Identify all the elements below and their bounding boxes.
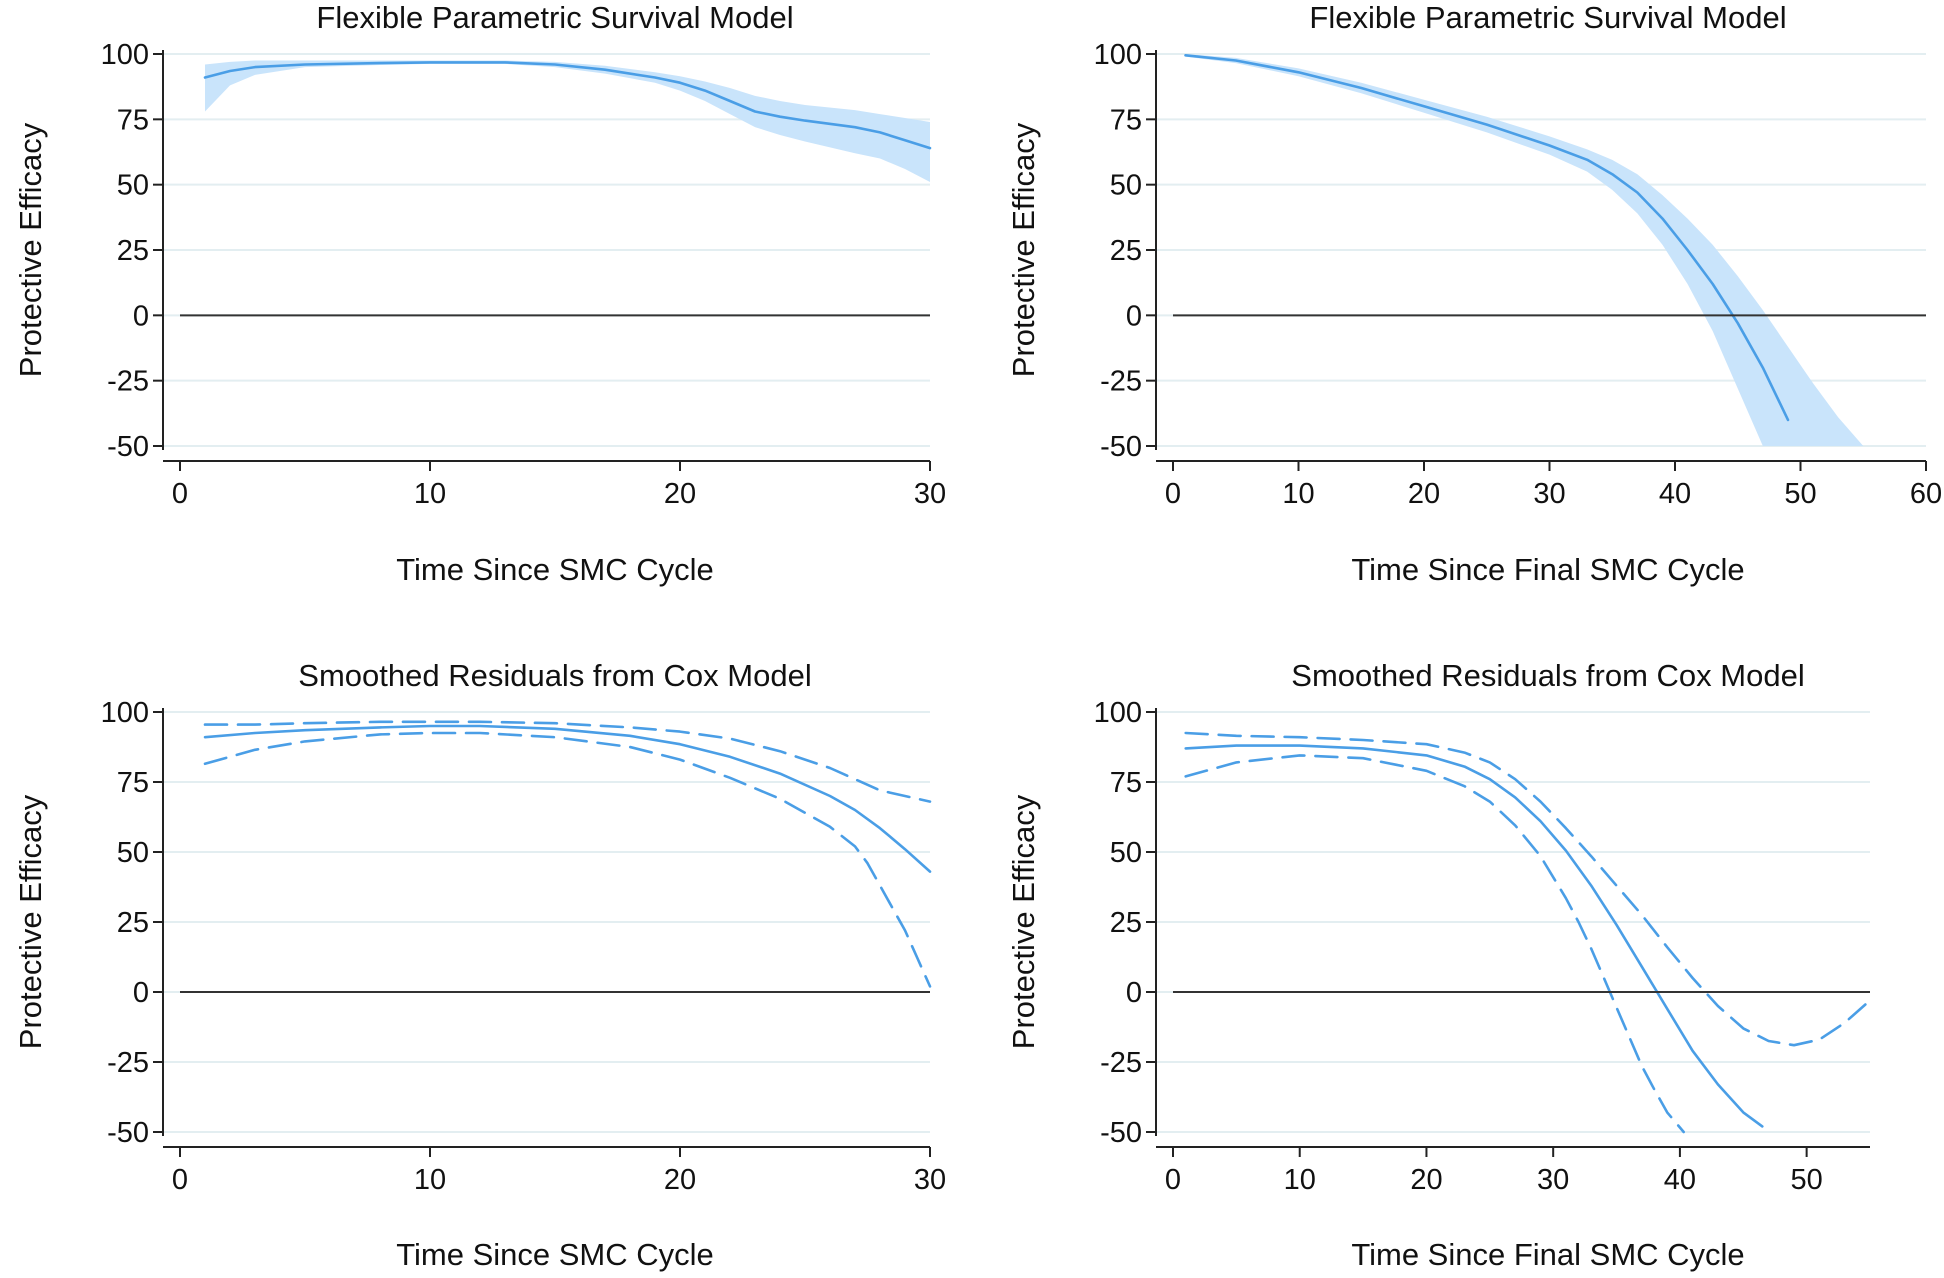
y-tick-label: -50 bbox=[107, 431, 149, 463]
estimate-line bbox=[1184, 744, 1764, 1128]
y-tick-label: 0 bbox=[1126, 977, 1142, 1009]
x-tick-label: 20 bbox=[664, 1164, 696, 1196]
x-tick-label: 60 bbox=[1910, 478, 1942, 510]
panel-cox-time-since-final-cycle: 100 75 50 25 0 -25 -50 0 10 20 30 40 50 Smoothed Resi… bbox=[1006, 658, 1872, 1272]
plot-area bbox=[203, 60, 932, 183]
y-tick-label: 25 bbox=[117, 235, 149, 267]
confidence-bound-line bbox=[203, 720, 932, 803]
y-tick-label: -25 bbox=[107, 366, 149, 398]
y-tick-label: 75 bbox=[1110, 767, 1142, 799]
x-tick-label: 50 bbox=[1784, 478, 1816, 510]
y-tick-label: 50 bbox=[1110, 170, 1142, 202]
x-tick-label: 20 bbox=[664, 478, 696, 510]
panel-fpsm-time-since-final-cycle: 100 75 50 25 0 -25 -50 0 10 20 30 40 50 60 Flexible Pa… bbox=[1006, 0, 1942, 587]
y-axis-label: Protective Efficacy bbox=[13, 794, 48, 1049]
y-tick-label: 0 bbox=[133, 300, 149, 332]
plot-area bbox=[1184, 53, 1864, 446]
confidence-bound-line bbox=[203, 731, 932, 988]
y-tick-label: -50 bbox=[1100, 1117, 1142, 1149]
x-tick-label: 0 bbox=[172, 478, 188, 510]
chart-title: Smoothed Residuals from Cox Model bbox=[298, 658, 811, 693]
x-tick-label: 10 bbox=[1284, 1164, 1316, 1196]
y-tick-label: 50 bbox=[117, 837, 149, 869]
x-tick-label: 0 bbox=[1165, 1164, 1181, 1196]
y-tick-label: -50 bbox=[107, 1117, 149, 1149]
x-axis-label: Time Since Final SMC Cycle bbox=[1351, 1237, 1744, 1272]
y-tick-label: 0 bbox=[1126, 300, 1142, 332]
chart-title: Flexible Parametric Survival Model bbox=[1309, 0, 1786, 35]
x-tick-label: 40 bbox=[1664, 1164, 1696, 1196]
y-tick-label: 25 bbox=[1110, 235, 1142, 267]
y-tick-label: -25 bbox=[1100, 366, 1142, 398]
estimate-line bbox=[1184, 53, 1790, 422]
y-tick-label: 50 bbox=[1110, 837, 1142, 869]
plot-area bbox=[203, 720, 932, 988]
x-tick-label: 50 bbox=[1791, 1164, 1823, 1196]
confidence-band bbox=[205, 60, 930, 183]
chart-title: Flexible Parametric Survival Model bbox=[316, 0, 793, 35]
x-tick-label: 30 bbox=[1537, 1164, 1569, 1196]
y-axis-label: Protective Efficacy bbox=[1006, 794, 1041, 1049]
panel-fpsm-time-since-cycle: 100 75 50 25 0 -25 -50 0 10 20 30 Flexible Parametr… bbox=[13, 0, 946, 587]
y-tick-label: 100 bbox=[1094, 697, 1142, 729]
x-tick-label: 30 bbox=[914, 1164, 946, 1196]
x-tick-label: 30 bbox=[1533, 478, 1565, 510]
y-tick-label: 100 bbox=[101, 697, 149, 729]
y-tick-label: 75 bbox=[117, 104, 149, 136]
x-axis-label: Time Since Final SMC Cycle bbox=[1351, 552, 1744, 587]
x-tick-label: 10 bbox=[1282, 478, 1314, 510]
x-tick-label: 40 bbox=[1659, 478, 1691, 510]
y-axis-label: Protective Efficacy bbox=[13, 122, 48, 377]
y-axis-label: Protective Efficacy bbox=[1006, 122, 1041, 377]
confidence-bound-line bbox=[1184, 731, 1872, 1047]
chart-title: Smoothed Residuals from Cox Model bbox=[1291, 658, 1804, 693]
y-tick-label: -25 bbox=[107, 1047, 149, 1079]
y-tick-label: -25 bbox=[1100, 1047, 1142, 1079]
y-tick-label: 75 bbox=[117, 767, 149, 799]
y-tick-label: -50 bbox=[1100, 431, 1142, 463]
y-tick-label: 25 bbox=[117, 907, 149, 939]
y-tick-label: 100 bbox=[1094, 39, 1142, 71]
x-tick-label: 0 bbox=[172, 1164, 188, 1196]
confidence-bound-line bbox=[1184, 754, 1685, 1134]
y-tick-label: 50 bbox=[117, 170, 149, 202]
x-tick-label: 10 bbox=[414, 1164, 446, 1196]
x-tick-label: 20 bbox=[1410, 1164, 1442, 1196]
x-tick-label: 10 bbox=[414, 478, 446, 510]
plot-area bbox=[1184, 731, 1872, 1134]
estimate-line bbox=[203, 724, 932, 873]
y-tick-label: 0 bbox=[133, 977, 149, 1009]
estimate-line bbox=[203, 61, 932, 150]
x-tick-label: 30 bbox=[914, 478, 946, 510]
x-tick-label: 20 bbox=[1408, 478, 1440, 510]
y-tick-label: 100 bbox=[101, 39, 149, 71]
x-tick-label: 0 bbox=[1165, 478, 1181, 510]
confidence-band bbox=[1185, 54, 1864, 446]
x-axis-label: Time Since SMC Cycle bbox=[396, 552, 714, 587]
y-tick-label: 75 bbox=[1110, 104, 1142, 136]
panel-cox-time-since-cycle: 100 75 50 25 0 -25 -50 0 10 20 30 Smoothed Residual… bbox=[13, 658, 946, 1272]
y-tick-label: 25 bbox=[1110, 907, 1142, 939]
x-axis-label: Time Since SMC Cycle bbox=[396, 1237, 714, 1272]
